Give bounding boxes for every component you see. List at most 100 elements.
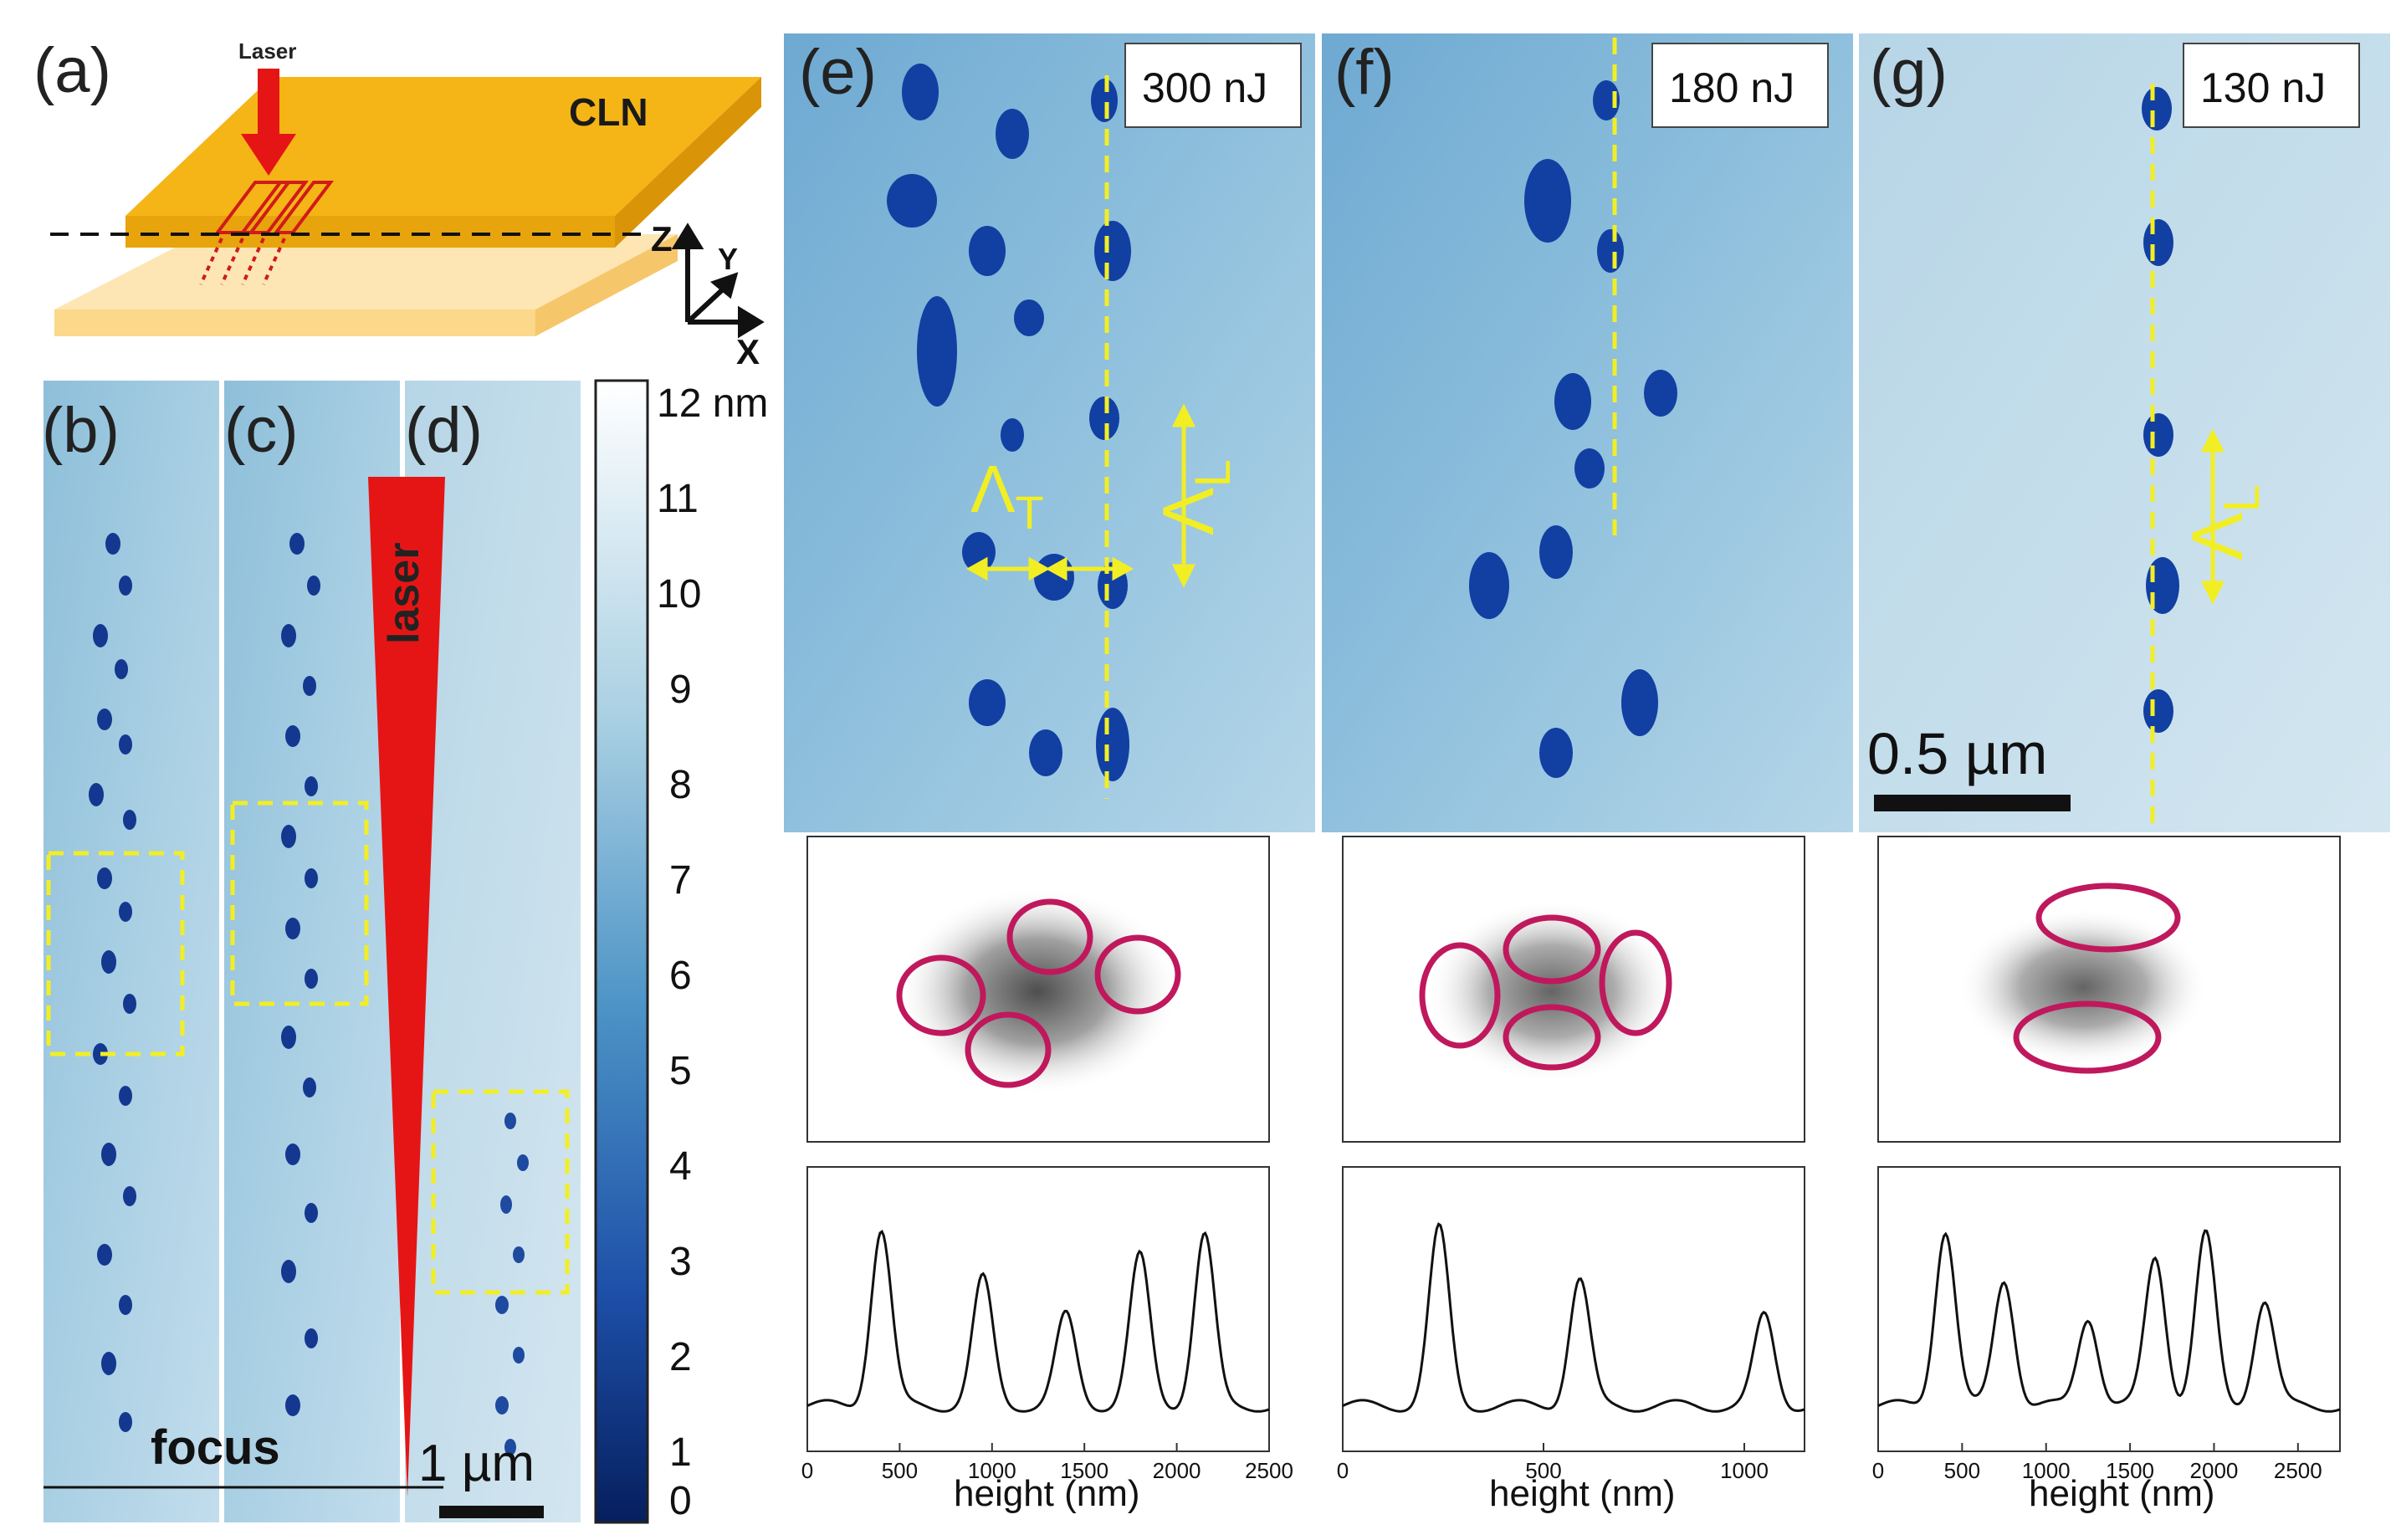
- domain-dots-c: [281, 533, 320, 1416]
- afm-image-e: [784, 33, 1315, 832]
- panel-f: 180 nJ (f): [1322, 33, 1853, 832]
- x-tick-label: 500: [1525, 1458, 1561, 1483]
- laser-arrow: [258, 69, 279, 140]
- x-tick-label: 0: [1872, 1458, 1884, 1483]
- profile-line-f: [1342, 1222, 1805, 1413]
- crystal-lower-front: [54, 310, 535, 336]
- colorbar-tick: 5: [669, 1049, 692, 1093]
- panel-d-label: (d): [405, 395, 483, 466]
- scalebar-g: [1874, 795, 2071, 811]
- domain-dots-f: [1469, 80, 1677, 778]
- axes-icon: [671, 223, 765, 339]
- panel-g: 130 nJ (g) ΛL 0.5 µm: [1859, 33, 2390, 832]
- x-tick-label: 500: [1944, 1458, 1980, 1483]
- afm-image-b: [44, 381, 219, 1522]
- lambda-t-arrows: [965, 556, 1134, 581]
- colorbar-tick: 10: [657, 572, 701, 617]
- crystal-lower-top: [54, 234, 678, 310]
- laser-label-a: Laser: [238, 38, 296, 64]
- fft-f: [1342, 836, 1805, 1143]
- x-axis-label-g: height (nm): [2029, 1473, 2215, 1514]
- line-profile-chart-f: 0 500 1000 height (nm): [1337, 1166, 1805, 1514]
- x-tick-label: 2500: [2274, 1458, 2322, 1483]
- x-axis-ticks-e: 0 500 1000 1500 2000 2500: [801, 1443, 1293, 1483]
- x-tick-label: 0: [801, 1458, 813, 1483]
- colorbar-tick: 0: [669, 1479, 692, 1523]
- panel-b-label: (b): [42, 395, 120, 466]
- panel-c-label: (c): [224, 395, 299, 466]
- panel-b: (b): [42, 381, 219, 1522]
- panel-g-label: (g): [1870, 37, 1948, 108]
- lambda-l-arrow-e: [1171, 403, 1196, 588]
- colorbar-tick: 7: [669, 858, 692, 903]
- energy-label-g: 130 nJ: [2200, 64, 2326, 111]
- colorbar: 12 nm 11 10 9 8 7 6 5 4 3 2 1 0: [594, 379, 768, 1524]
- colorbar-tick: 11: [657, 477, 699, 521]
- fft-e: [806, 836, 1270, 1143]
- x-tick-label: 1500: [1060, 1458, 1108, 1483]
- fft-ellipses-g: [2013, 883, 2181, 1074]
- colorbar-gradient: [594, 379, 649, 1524]
- line-profile-chart-g: 0 500 1000 1500 2000 2500 height (nm): [1872, 1166, 2341, 1514]
- line-profile-chart-e: 0 500 1000 1500 2000 2500 height (nm): [801, 1166, 1293, 1514]
- roi-box-d: [431, 1089, 570, 1295]
- fft-ellipses-e: [896, 898, 1181, 1088]
- crystal-label: CLN: [569, 90, 648, 134]
- energy-box-e: [1124, 43, 1302, 128]
- roi-box-c: [230, 801, 369, 1006]
- x-tick-label: 2500: [1245, 1458, 1293, 1483]
- colorbar-tick: 1: [669, 1430, 692, 1475]
- lambda-l-arrow-g: [2200, 428, 2225, 605]
- lambda-l-label-e: ΛL: [1149, 459, 1241, 535]
- colorbar-tick: 12 nm: [657, 381, 768, 426]
- x-axis-label-f: height (nm): [1489, 1473, 1676, 1514]
- axis-x-label: X: [736, 332, 760, 371]
- energy-label-e: 300 nJ: [1142, 64, 1267, 111]
- colorbar-tick: 3: [669, 1240, 692, 1284]
- x-axis-label-e: height (nm): [954, 1473, 1140, 1514]
- profile-line-e: [806, 1229, 1270, 1413]
- laser-cone-label: laser: [380, 543, 428, 644]
- domain-dots-d: [495, 1113, 529, 1456]
- colorbar-ticks: 12 nm 11 10 9 8 7 6 5 4 3 2 1 0: [657, 381, 768, 1523]
- x-tick-label: 2000: [2190, 1458, 2239, 1483]
- focus-label: focus: [151, 1420, 280, 1475]
- colorbar-tick: 6: [669, 954, 692, 998]
- chart-frame-e: [806, 1166, 1270, 1452]
- colorbar-tick: 8: [669, 763, 692, 807]
- x-tick-label: 1000: [2022, 1458, 2071, 1483]
- scalebar-label-bcd: 1 µm: [418, 1435, 535, 1492]
- crystal-front: [125, 216, 615, 248]
- x-tick-label: 1500: [2106, 1458, 2154, 1483]
- x-axis-ticks-f: 0 500 1000: [1337, 1443, 1769, 1483]
- profile-line-g: [1877, 1229, 2341, 1413]
- afm-image-g: [1859, 33, 2390, 832]
- x-tick-label: 2000: [1153, 1458, 1201, 1483]
- scalebar-label-g: 0.5 µm: [1867, 721, 2047, 786]
- panel-c: (c): [224, 381, 400, 1522]
- x-axis-ticks-g: 0 500 1000 1500 2000 2500: [1872, 1443, 2322, 1483]
- energy-box-g: [2183, 43, 2360, 128]
- x-tick-label: 1000: [1720, 1458, 1769, 1483]
- energy-label-f: 180 nJ: [1669, 64, 1794, 111]
- lambda-t-label: ΛT: [970, 452, 1044, 539]
- scalebar-bcd: [439, 1506, 544, 1518]
- domain-dots-b: [89, 533, 136, 1432]
- x-tick-label: 0: [1337, 1458, 1349, 1483]
- fft-ellipses-f: [1419, 914, 1672, 1071]
- panel-e: 300 nJ (e) ΛT ΛL: [784, 33, 1315, 832]
- roi-box-b: [46, 851, 185, 1057]
- energy-box-f: [1651, 43, 1829, 128]
- fft-g: [1877, 836, 2341, 1143]
- x-tick-label: 1000: [968, 1458, 1016, 1483]
- axis-z-label: Z: [651, 219, 673, 258]
- axis-y-label: Y: [718, 242, 738, 276]
- chart-frame-g: [1877, 1166, 2341, 1452]
- colorbar-tick: 9: [669, 668, 692, 712]
- panel-f-label: (f): [1334, 37, 1395, 108]
- laser-cone: [368, 477, 445, 1497]
- colorbar-tick: 4: [669, 1144, 692, 1189]
- lambda-l-label-g: ΛL: [2178, 484, 2270, 560]
- afm-image-f: [1322, 33, 1853, 832]
